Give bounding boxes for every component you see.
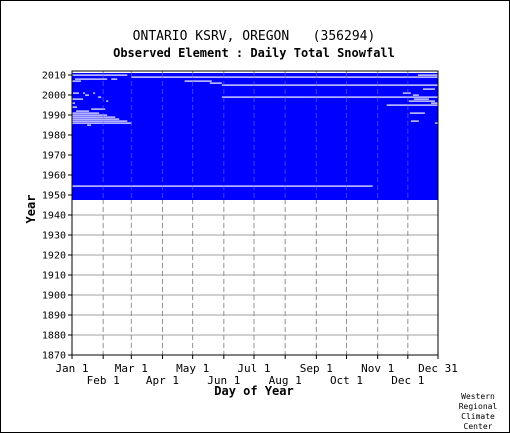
missing-data-segment xyxy=(85,94,90,96)
missing-data-segment xyxy=(72,185,373,187)
chart-subtitle: Observed Element : Daily Total Snowfall xyxy=(113,46,395,60)
missing-data-segment xyxy=(72,122,132,124)
x-tick-label: Jan 1 xyxy=(55,362,88,375)
x-tick-label: Aug 1 xyxy=(269,374,302,387)
x-tick-label: Nov 1 xyxy=(361,362,394,375)
missing-data-segment xyxy=(73,92,80,94)
y-tick-label: 1920 xyxy=(42,251,66,262)
missing-data-segment xyxy=(83,92,86,94)
credit-line: Center xyxy=(464,422,493,431)
missing-data-segment xyxy=(98,96,102,98)
y-tick-label: 2000 xyxy=(42,91,66,102)
missing-data-segment xyxy=(434,122,438,124)
x-tick-label: Mar 1 xyxy=(115,362,148,375)
y-tick-label: 1880 xyxy=(42,331,66,342)
missing-data-segment xyxy=(386,104,438,106)
missing-data-segment xyxy=(409,112,425,114)
y-tick-label: 1930 xyxy=(42,231,66,242)
missing-data-segment xyxy=(106,100,109,102)
x-tick-label: Jun 1 xyxy=(207,374,240,387)
missing-data-segment xyxy=(75,78,108,80)
x-tick-label: May 1 xyxy=(176,362,209,375)
credit-line: Climate xyxy=(461,412,495,421)
missing-data-segment xyxy=(131,76,439,78)
x-tick-label: Oct 1 xyxy=(330,374,363,387)
missing-data-segment xyxy=(111,78,118,80)
missing-data-segment xyxy=(76,110,90,112)
x-axis-label: Day of Year xyxy=(214,384,293,398)
chart-axes xyxy=(71,70,439,356)
missing-data-segment xyxy=(417,74,438,76)
y-tick-label: 1990 xyxy=(42,111,66,122)
missing-data-segment xyxy=(209,82,222,84)
y-tick-label: 2010 xyxy=(42,71,66,82)
missing-data-segment xyxy=(91,108,106,110)
missing-data-segment xyxy=(413,98,429,100)
missing-data-segment xyxy=(221,96,438,98)
x-tick-label: Feb 1 xyxy=(87,374,120,387)
missing-data-segment xyxy=(422,88,435,90)
missing-data-segment xyxy=(72,112,100,114)
missing-data-segment xyxy=(408,100,435,102)
missing-data-segment xyxy=(72,80,82,82)
credit-line: Western xyxy=(461,392,495,401)
missing-data-segment xyxy=(410,120,419,122)
x-tick-label: Dec 1 xyxy=(391,374,424,387)
missing-data-segment xyxy=(93,92,96,94)
missing-data-segment xyxy=(430,102,438,104)
x-tick-label: Jul 1 xyxy=(237,362,270,375)
x-axis-ticks: Jan 1 Mar 1 May 1 Jul 1 Sep 1 Nov 1 Dec 31 Feb … xyxy=(55,355,458,387)
y-tick-label: 1980 xyxy=(42,131,66,142)
y-axis-ticks: 1870 1880 1890 1900 1910 1920 1930 1940 1950 1960… xyxy=(42,71,72,362)
missing-data-segment xyxy=(184,80,212,82)
y-tick-label: 1870 xyxy=(42,351,66,362)
x-tick-label: Sep 1 xyxy=(300,362,333,375)
data-coverage-block xyxy=(72,73,438,200)
y-tick-label: 1890 xyxy=(42,311,66,322)
missing-data-segment xyxy=(72,116,116,118)
y-tick-label: 1960 xyxy=(42,171,66,182)
x-tick-label: Dec 31 xyxy=(418,362,458,375)
missing-data-segment xyxy=(72,74,128,76)
missing-data-segment xyxy=(221,84,438,86)
plot-border xyxy=(71,70,439,356)
missing-data-segment xyxy=(72,114,108,116)
y-axis-label: Year xyxy=(24,195,38,224)
missing-data-segment xyxy=(87,124,92,126)
credit-line: Regional xyxy=(459,402,498,411)
chart-title: ONTARIO KSRV, OREGON (356294) xyxy=(133,29,376,44)
missing-data-segment xyxy=(72,118,120,120)
y-tick-label: 1950 xyxy=(42,191,66,202)
missing-data-segment xyxy=(72,102,76,104)
missing-data-segment xyxy=(72,106,78,108)
y-tick-label: 1910 xyxy=(42,271,66,282)
y-tick-label: 1900 xyxy=(42,291,66,302)
missing-data-segment xyxy=(412,94,419,96)
x-tick-label: Apr 1 xyxy=(146,374,179,387)
y-tick-label: 1940 xyxy=(42,211,66,222)
data-marks xyxy=(72,73,439,200)
y-tick-label: 1970 xyxy=(42,151,66,162)
missing-data-segment xyxy=(72,120,128,122)
missing-data-segment xyxy=(402,92,411,94)
missing-data-segment xyxy=(72,98,84,100)
